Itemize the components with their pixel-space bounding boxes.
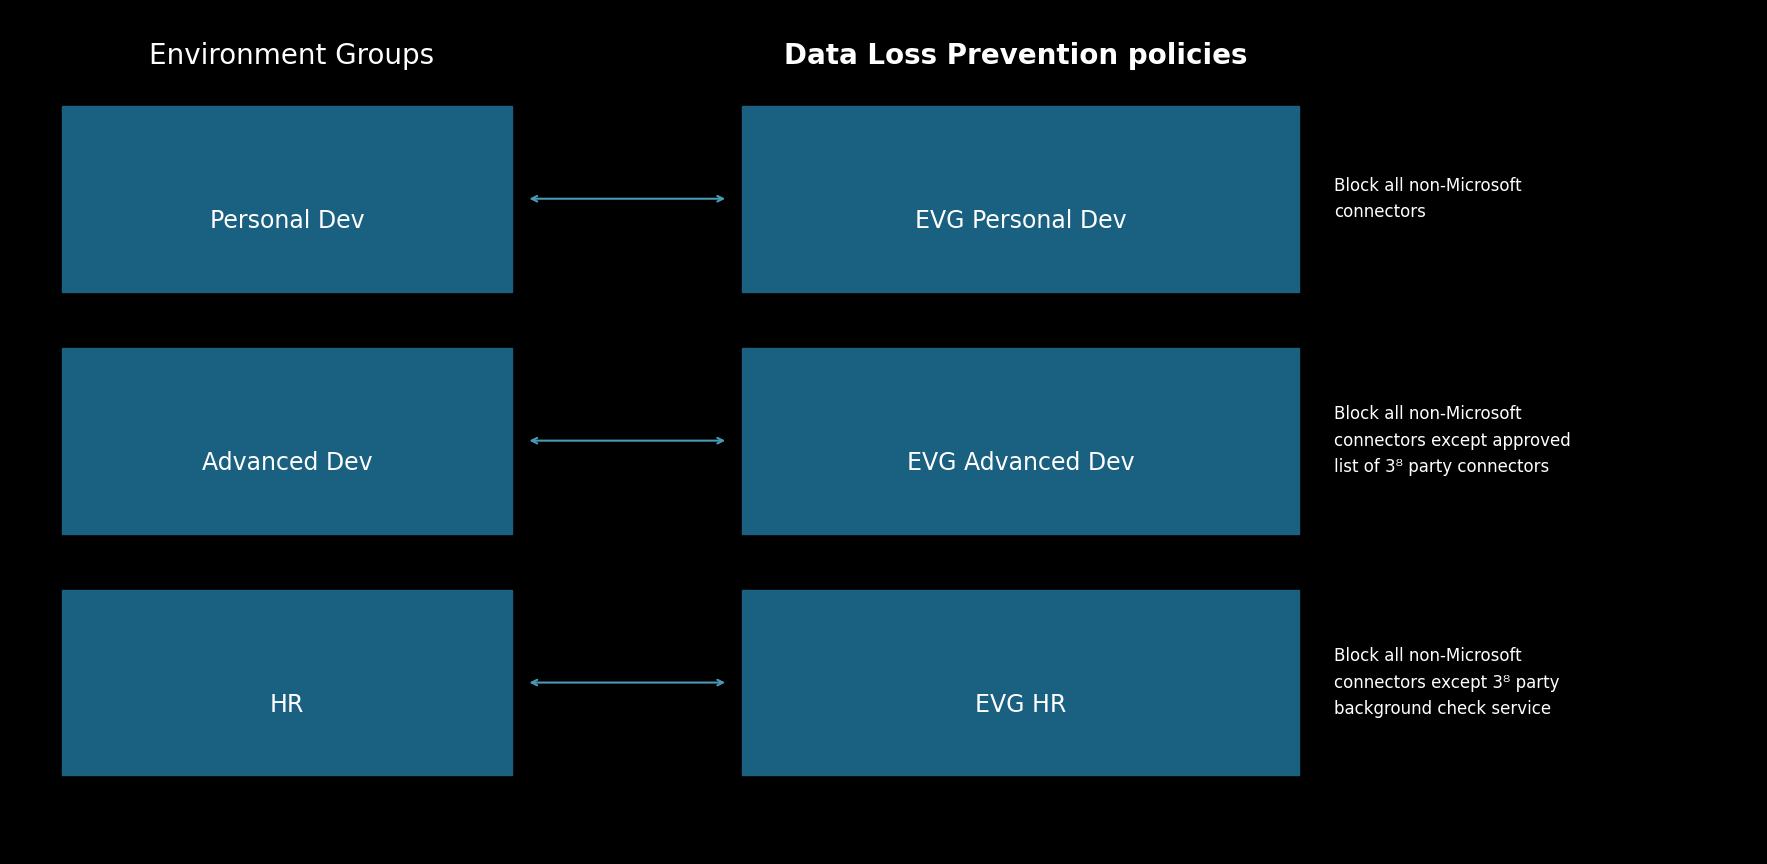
- Bar: [742, 347, 1299, 533]
- Bar: [62, 347, 512, 533]
- Text: Environment Groups: Environment Groups: [148, 42, 435, 70]
- Text: EVG Personal Dev: EVG Personal Dev: [915, 209, 1126, 233]
- Text: Block all non-Microsoft
connectors: Block all non-Microsoft connectors: [1334, 176, 1521, 221]
- Text: EVG HR: EVG HR: [975, 693, 1066, 717]
- Bar: [62, 106, 512, 292]
- Text: Advanced Dev: Advanced Dev: [201, 451, 373, 475]
- Bar: [742, 106, 1299, 292]
- Text: Block all non-Microsoft
connectors except approved
list of 3ᴽ party connectors: Block all non-Microsoft connectors excep…: [1334, 405, 1571, 476]
- Text: Data Loss Prevention policies: Data Loss Prevention policies: [785, 42, 1248, 70]
- Text: EVG Advanced Dev: EVG Advanced Dev: [906, 451, 1134, 475]
- Text: Personal Dev: Personal Dev: [210, 209, 364, 233]
- Bar: [62, 590, 512, 776]
- Bar: [742, 590, 1299, 776]
- Text: HR: HR: [270, 693, 304, 717]
- Text: Block all non-Microsoft
connectors except 3ᴽ party
background check service: Block all non-Microsoft connectors excep…: [1334, 647, 1560, 718]
